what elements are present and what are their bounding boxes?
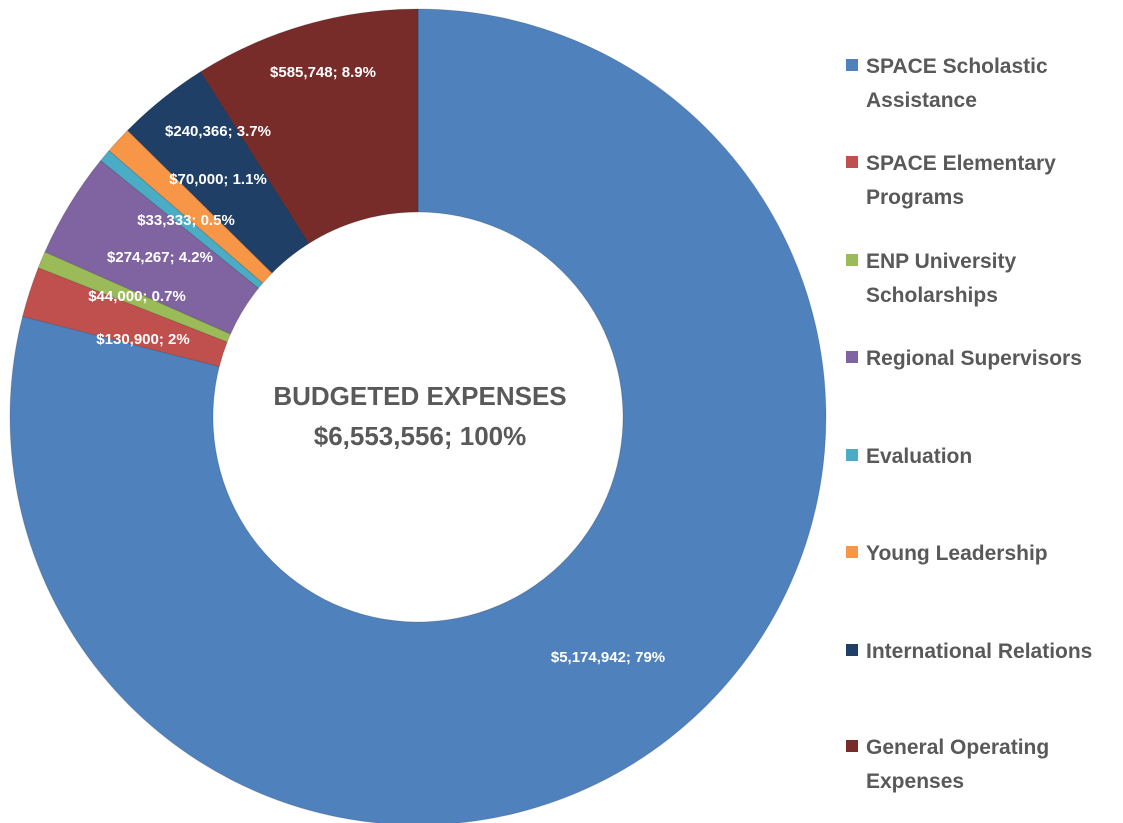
data-label: $44,000; 0.7% — [88, 288, 186, 305]
legend-marker — [846, 449, 858, 461]
legend-marker — [846, 546, 858, 558]
legend-label: SPACE Elementary Programs — [866, 152, 1056, 209]
legend-label: ENP University Scholarships — [866, 250, 1017, 307]
legend-item: General Operating Expenses — [846, 731, 1116, 799]
slices — [9, 8, 827, 823]
legend-item: SPACE Scholastic Assistance — [846, 50, 1116, 118]
legend-marker — [846, 254, 858, 266]
legend-label: Regional Supervisors — [866, 347, 1082, 370]
donut-slice — [108, 129, 273, 284]
chart: BUDGETED EXPENSES $6,553,556; 100% $5,17… — [9, 8, 827, 823]
data-label: $274,267; 4.2% — [107, 249, 213, 266]
legend-item: Young Leadership — [846, 537, 1116, 571]
donut-slice — [126, 70, 310, 274]
legend-item: Regional Supervisors — [846, 342, 1116, 376]
legend-label: Evaluation — [866, 445, 973, 468]
legend-label: SPACE Scholastic Assistance — [866, 55, 1048, 112]
data-label: $240,366; 3.7% — [165, 123, 271, 140]
data-label: $70,000; 1.1% — [169, 171, 267, 188]
legend-label: General Operating Expenses — [866, 736, 1050, 793]
data-label: $130,900; 2% — [96, 331, 189, 348]
legend-item: ENP University Scholarships — [846, 245, 1116, 313]
data-label: $585,748; 8.9% — [270, 64, 376, 81]
legend-marker — [846, 59, 858, 71]
donut-slice — [44, 159, 260, 335]
data-label: $33,333; 0.5% — [137, 212, 235, 229]
data-label: $5,174,942; 79% — [551, 649, 665, 666]
center-title: BUDGETED EXPENSES — [273, 381, 566, 411]
legend-item: Evaluation — [846, 440, 1116, 474]
legend-marker — [846, 156, 858, 168]
legend-label: Young Leadership — [866, 542, 1048, 565]
legend-item: International Relations — [846, 635, 1116, 669]
center-total: $6,553,556; 100% — [314, 421, 527, 451]
donut-slice — [200, 8, 419, 245]
legend-label: International Relations — [866, 640, 1093, 663]
legend-marker — [846, 351, 858, 363]
legend-item: SPACE Elementary Programs — [846, 147, 1116, 215]
legend-marker — [846, 644, 858, 656]
donut-slice — [9, 8, 827, 823]
legend-marker — [846, 740, 858, 752]
donut-slice — [21, 267, 228, 368]
